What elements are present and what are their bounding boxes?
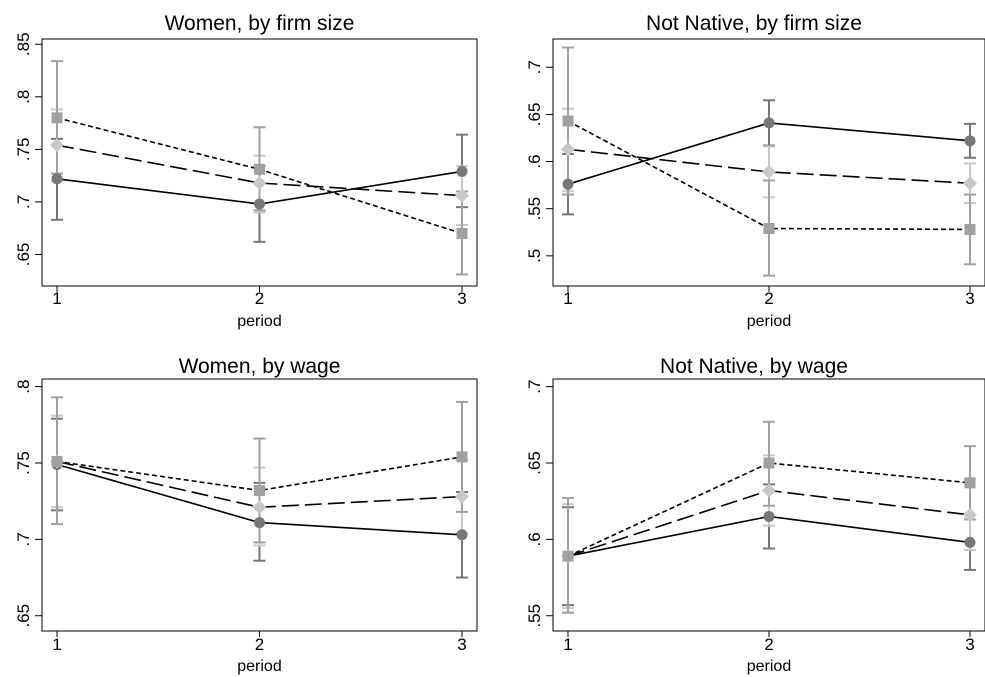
- data-point-square: [456, 451, 468, 463]
- y-tick-label: .55: [525, 604, 544, 628]
- data-point-square: [763, 222, 775, 234]
- data-point-circle: [763, 510, 775, 522]
- y-tick-label: .8: [14, 380, 33, 394]
- x-tick-label: 1: [563, 289, 572, 308]
- data-point-circle: [456, 165, 468, 177]
- y-tick-label: .65: [525, 451, 544, 475]
- data-point-diamond: [963, 176, 977, 191]
- y-tick-label: .85: [14, 32, 33, 56]
- x-tick-label: 1: [52, 289, 61, 308]
- y-tick-label: .65: [14, 243, 33, 267]
- x-tick-label: 3: [457, 289, 466, 308]
- series-group: [50, 60, 469, 276]
- data-point-diamond: [455, 188, 469, 203]
- data-point-circle: [964, 536, 976, 548]
- data-point-diamond: [561, 142, 575, 157]
- data-point-diamond: [252, 175, 267, 190]
- x-axis-label: period: [747, 658, 791, 675]
- data-point-square: [456, 227, 468, 239]
- data-point-circle: [254, 198, 265, 210]
- series-line-short-dash: [567, 462, 971, 557]
- data-point-circle: [763, 117, 775, 129]
- y-tick-label: .6: [525, 154, 544, 168]
- x-tick-label: 3: [965, 289, 974, 308]
- x-axis-label: period: [237, 658, 281, 675]
- x-tick-label: 2: [255, 289, 264, 308]
- data-point-diamond: [762, 483, 776, 498]
- x-tick-label: 3: [457, 635, 466, 654]
- data-point-circle: [51, 173, 63, 185]
- chart-title: Women, by firm size: [165, 12, 355, 35]
- data-point-circle: [964, 135, 976, 147]
- data-point-diamond: [252, 500, 267, 515]
- x-tick-label: 1: [563, 635, 572, 654]
- x-tick-label: 2: [764, 635, 773, 654]
- series-group: [50, 396, 469, 579]
- x-tick-label: 1: [52, 635, 61, 654]
- data-point-square: [254, 163, 265, 175]
- data-point-square: [964, 477, 976, 489]
- y-tick-label: .5: [525, 249, 544, 263]
- data-point-square: [562, 115, 574, 127]
- data-point-circle: [456, 529, 468, 541]
- chart-panel-1: Women, by firm size .65 .7 .75 .8 .85 1 2 3 perio…: [14, 12, 478, 330]
- x-tick-label: 2: [764, 289, 773, 308]
- x-tick-label: 3: [965, 635, 974, 654]
- y-tick-label: .7: [525, 380, 544, 394]
- chart-title: Not Native, by wage: [660, 355, 848, 378]
- data-point-square: [51, 112, 63, 124]
- data-point-square: [254, 484, 265, 496]
- y-tick-label: .6: [525, 532, 544, 546]
- data-point-square: [964, 223, 976, 235]
- series-group: [561, 420, 977, 614]
- x-axis-label: period: [747, 313, 791, 330]
- chart-panel-4: Not Native, by wage .55 .6 .65 .7 1 2 3 period: [525, 355, 985, 675]
- y-tick-label: .7: [14, 532, 33, 546]
- data-point-square: [562, 550, 574, 562]
- y-tick-label: .65: [525, 103, 544, 127]
- y-tick-label: .7: [14, 195, 33, 209]
- data-point-diamond: [455, 489, 469, 504]
- chart-title: Women, by wage: [179, 355, 341, 378]
- y-tick-label: .75: [14, 451, 33, 475]
- chart-panel-2: Not Native, by firm size .5 .55 .6 .65 .7 1 2 3 p…: [525, 12, 985, 330]
- data-point-diamond: [762, 164, 776, 179]
- data-point-circle: [254, 517, 265, 529]
- chart-title: Not Native, by firm size: [646, 12, 862, 35]
- series-group: [561, 46, 977, 277]
- series-line-long-dash: [567, 148, 971, 185]
- y-tick-label: .65: [14, 604, 33, 628]
- y-tick-label: .7: [525, 60, 544, 74]
- y-tick-label: .55: [525, 197, 544, 221]
- y-tick-label: .8: [14, 90, 33, 104]
- y-tick-label: .75: [14, 138, 33, 162]
- chart-panel-3: Women, by wage .65 .7 .75 .8 1 2 3 period: [14, 355, 478, 675]
- data-point-circle: [562, 178, 574, 190]
- x-axis-label: period: [237, 313, 281, 330]
- data-point-square: [763, 457, 775, 469]
- data-point-square: [51, 455, 63, 467]
- data-point-diamond: [963, 507, 977, 522]
- x-tick-label: 2: [255, 635, 264, 654]
- data-point-diamond: [50, 138, 64, 153]
